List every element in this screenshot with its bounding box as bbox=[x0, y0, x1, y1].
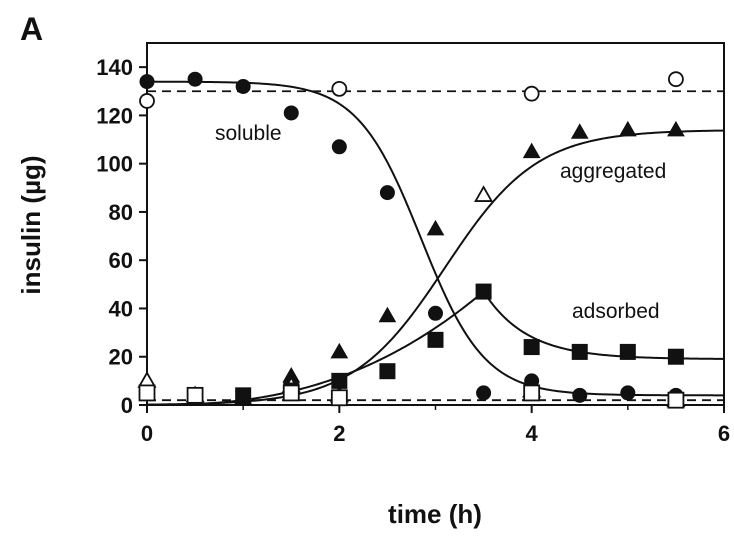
data-point-open-square bbox=[667, 391, 685, 409]
x-tick-label: 6 bbox=[718, 421, 730, 446]
x-tick-label: 0 bbox=[141, 421, 153, 446]
y-tick-label: 140 bbox=[96, 55, 133, 80]
annotation-adsorbed: adsorbed bbox=[572, 300, 660, 323]
data-point-filled-circle bbox=[572, 387, 588, 403]
data-point-filled-square bbox=[619, 343, 636, 360]
annotation-aggregated: aggregated bbox=[560, 160, 666, 183]
x-axis-title: time (h) bbox=[388, 499, 482, 529]
data-point-open-circle bbox=[523, 85, 540, 102]
data-point-filled-square bbox=[667, 348, 684, 365]
data-point-filled-circle bbox=[620, 385, 636, 401]
y-tick-label: 60 bbox=[109, 248, 133, 273]
y-tick-label: 20 bbox=[109, 345, 133, 370]
data-point-filled-square bbox=[523, 339, 540, 356]
data-point-filled-triangle bbox=[522, 142, 541, 159]
data-point-filled-circle bbox=[235, 78, 251, 94]
data-point-filled-triangle bbox=[378, 306, 397, 323]
data-point-open-square bbox=[523, 384, 541, 402]
panel-letter: A bbox=[20, 11, 43, 47]
data-point-filled-circle bbox=[139, 74, 155, 90]
data-point-filled-circle bbox=[187, 71, 203, 87]
data-point-filled-square bbox=[475, 283, 492, 300]
data-point-open-square bbox=[138, 384, 156, 402]
data-point-filled-circle bbox=[379, 185, 395, 201]
y-tick-label: 120 bbox=[96, 103, 133, 128]
x-tick-label: 2 bbox=[333, 421, 345, 446]
data-point-filled-square bbox=[331, 372, 348, 389]
data-point-filled-square bbox=[379, 363, 396, 380]
data-point-filled-circle bbox=[428, 305, 443, 321]
data-point-filled-square bbox=[235, 387, 252, 404]
data-point-filled-triangle bbox=[330, 342, 349, 359]
data-point-filled-square bbox=[571, 343, 588, 360]
data-point-filled-triangle bbox=[570, 123, 589, 139]
y-tick-label: 80 bbox=[109, 200, 133, 225]
x-tick-label: 4 bbox=[526, 421, 539, 446]
data-point-open-square bbox=[186, 386, 204, 404]
data-point-open-circle bbox=[668, 71, 684, 88]
y-tick-label: 100 bbox=[96, 152, 133, 177]
y-tick-label: 40 bbox=[109, 296, 133, 321]
data-point-open-square bbox=[282, 384, 300, 402]
data-point-filled-circle bbox=[476, 385, 492, 401]
y-tick-label: 0 bbox=[121, 393, 133, 418]
data-point-filled-square bbox=[427, 331, 444, 348]
annotation-soluble: soluble bbox=[215, 122, 282, 145]
y-axis-title: insulin (µg) bbox=[16, 155, 46, 294]
data-point-filled-triangle bbox=[618, 120, 637, 137]
data-point-filled-triangle bbox=[426, 219, 445, 236]
data-point-filled-circle bbox=[283, 105, 299, 121]
data-point-filled-triangle bbox=[667, 120, 685, 137]
data-point-open-circle bbox=[331, 80, 348, 97]
data-point-open-triangle bbox=[474, 185, 494, 202]
data-point-open-square bbox=[330, 389, 348, 407]
data-point-open-circle bbox=[139, 93, 155, 109]
data-point-filled-circle bbox=[331, 139, 347, 155]
